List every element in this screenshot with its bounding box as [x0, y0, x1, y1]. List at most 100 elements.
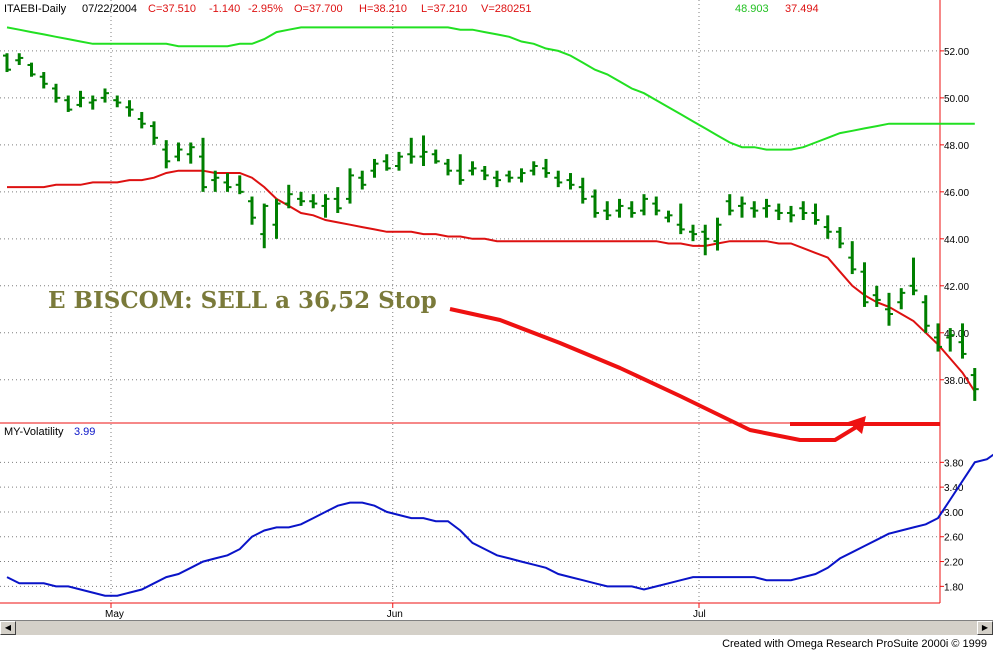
ohlc-bar: [664, 210, 673, 223]
price-tick-label: 38.00: [944, 376, 969, 387]
ohlc-bar: [799, 201, 808, 221]
vol-tick-label: 3.80: [944, 458, 964, 469]
ohlc-bar: [223, 173, 232, 192]
ohlc-bar: [174, 142, 183, 162]
ohlc-bar: [676, 203, 685, 235]
ohlc-bar: [860, 262, 869, 307]
ohlc-bar: [885, 292, 893, 326]
ohlc-bar: [480, 165, 489, 181]
ohlc-bar: [725, 194, 734, 216]
month-tick-label: May: [105, 609, 124, 620]
ohlc-bar: [774, 203, 783, 221]
indicator-name: MY-Volatility: [4, 426, 64, 438]
price-tick-label: 52.00: [944, 47, 969, 58]
ohlc-bar: [615, 198, 624, 218]
volatility-line: [6, 453, 993, 597]
ohlc-bar: [456, 154, 465, 185]
ohlc-bar: [52, 83, 60, 103]
ohlc-bar: [76, 90, 85, 108]
ohlc-bar: [88, 95, 97, 110]
ohlc-bar: [64, 95, 73, 112]
ohlc-bar: [260, 203, 269, 249]
horizontal-scrollbar[interactable]: ◀ ▶: [0, 620, 993, 635]
ohlc-bar: [235, 175, 244, 195]
ohlc-bar: [468, 161, 477, 176]
header-date: 07/22/2004: [82, 3, 138, 15]
ohlc-bar: [627, 201, 636, 218]
month-tick-label: Jun: [387, 609, 403, 620]
ohlc-bar: [358, 170, 367, 190]
ohlc-bar: [370, 158, 379, 178]
scroll-right-arrow-icon[interactable]: ▶: [977, 621, 993, 635]
ohlc-bar: [419, 135, 428, 166]
header-high: H=38.210: [359, 3, 408, 15]
ohlc-bar: [578, 177, 587, 204]
price-tick-label: 42.00: [944, 282, 969, 293]
header-low: L=37.210: [421, 3, 468, 15]
upper-band-series: [6, 26, 975, 151]
price-chart: 38.00 40.00 42.00 44.00 46.00 48.00 50.00 52.00…: [0, 0, 993, 620]
vol-tick-label: 2.20: [944, 558, 964, 569]
header-band-upper: 48.903: [735, 3, 769, 15]
vol-tick-label: 3.40: [944, 483, 964, 494]
sell-arrow: [449, 307, 940, 442]
grid: [0, 0, 940, 603]
header-pct: -2.95%: [248, 3, 283, 15]
ohlc-bar: [186, 142, 195, 164]
ohlc-bar: [395, 151, 403, 171]
month-tick-label: Jul: [693, 609, 706, 620]
ohlc-bar: [872, 285, 881, 307]
ohlc-bar: [750, 201, 759, 218]
ohlc-bar: [125, 100, 134, 117]
ohlc-bar: [248, 196, 256, 225]
indicator-value: 3.99: [74, 426, 95, 438]
ohlc-bar: [517, 168, 526, 183]
ohlc-bar: [15, 53, 24, 65]
ohlc-bar: [811, 203, 820, 225]
ohlc-bar: [554, 170, 563, 188]
ohlc-bar: [333, 187, 342, 213]
ohlc-bar: [762, 198, 771, 218]
price-tick-label: 40.00: [944, 329, 969, 340]
ohlc-bar: [970, 368, 979, 401]
ohlc-bar: [346, 168, 354, 204]
sell-annotation: E BISCOM: SELL a 36,52 Stop: [48, 287, 437, 314]
ohlc-bar: [407, 137, 416, 164]
scroll-left-arrow-icon[interactable]: ◀: [0, 621, 16, 635]
upper-band-line: [6, 26, 975, 151]
ohlc-bar: [431, 149, 440, 164]
lower-band-series: [7, 169, 976, 393]
ohlc-bar: [272, 198, 281, 239]
ohlc-bar: [284, 184, 293, 209]
ohlc-bar: [382, 154, 391, 171]
header-open: O=37.700: [294, 3, 343, 15]
ohlc-bar: [493, 170, 501, 188]
price-tick-label: 48.00: [944, 141, 969, 152]
ohlc-bar: [505, 170, 514, 183]
ohlc-bar: [162, 140, 171, 169]
ohlc-bar: [297, 191, 305, 206]
ohlc-bar: [897, 288, 906, 310]
ohlc-bar: [823, 215, 832, 239]
ohlc-bar: [909, 257, 918, 296]
ohlc-bar: [652, 196, 661, 216]
ohlc-bar: [591, 189, 599, 218]
ohlc-bar: [39, 72, 48, 89]
ohlc-bar: [787, 205, 795, 223]
footer-credit: Created with Omega Research ProSuite 200…: [722, 638, 987, 650]
ohlc-bar: [542, 158, 550, 178]
axes: 38.00 40.00 42.00 44.00 46.00 48.00 50.00 52.00…: [0, 0, 969, 620]
volatility-series: [6, 453, 993, 597]
ohlc-bar: [713, 217, 722, 251]
price-tick-label: 50.00: [944, 94, 969, 105]
ohlc-bar: [701, 224, 710, 256]
ohlc-bars: [3, 53, 979, 401]
ohlc-bar: [211, 170, 220, 192]
ohlc-bar: [444, 158, 452, 176]
vol-tick-label: 3.00: [944, 508, 964, 519]
lower-band-line: [7, 169, 976, 393]
ohlc-bar: [946, 328, 955, 352]
ohlc-bar: [958, 323, 967, 359]
ohlc-bar: [321, 194, 330, 218]
ohlc-bar: [27, 62, 36, 77]
